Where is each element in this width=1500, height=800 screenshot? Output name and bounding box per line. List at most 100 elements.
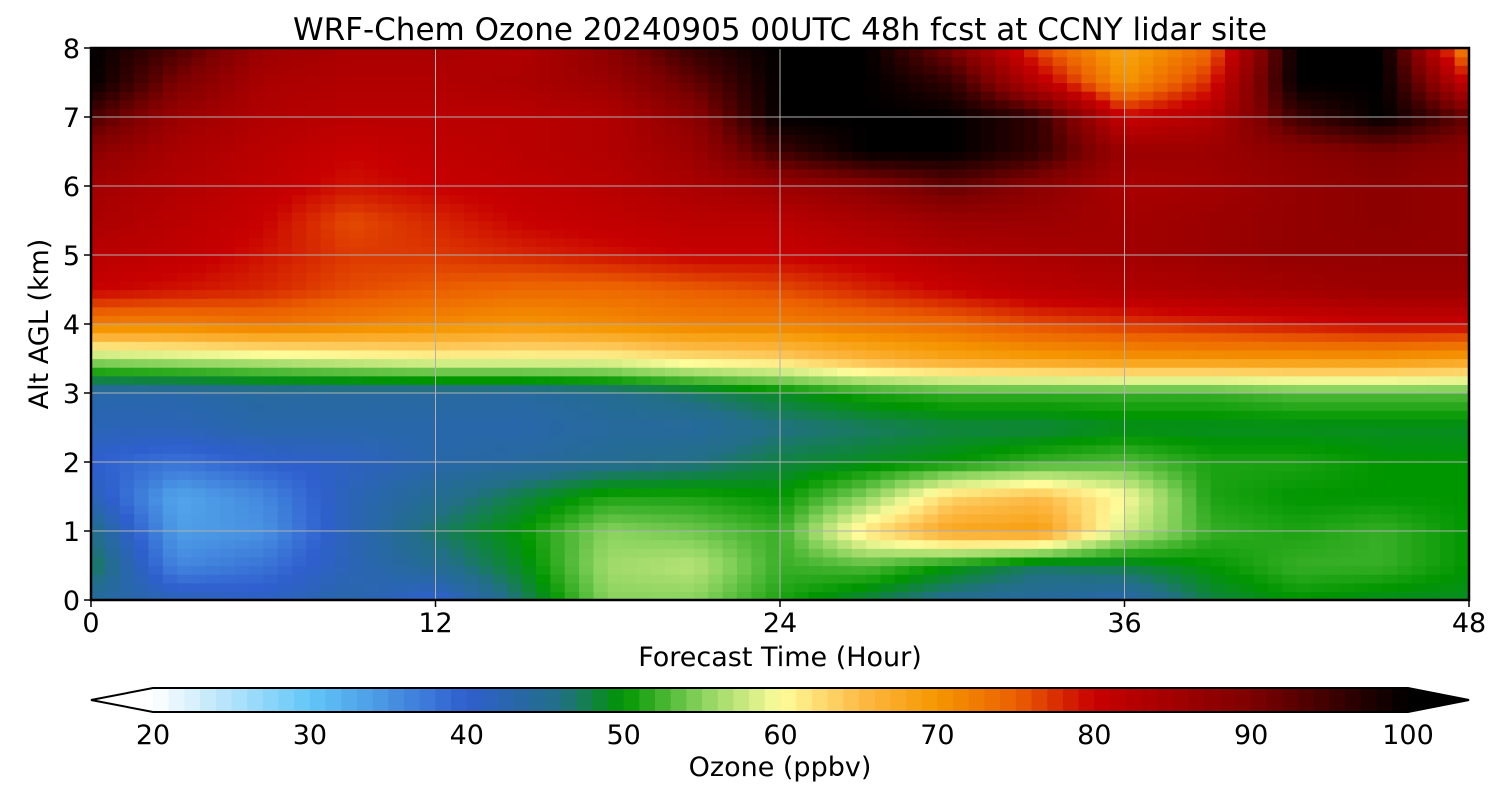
heatmap-cell	[966, 427, 982, 437]
heatmap-cell	[392, 591, 408, 600]
heatmap-cell	[291, 367, 307, 377]
heatmap-cell	[535, 289, 551, 299]
heatmap-cell	[162, 462, 178, 472]
heatmap-cell	[1138, 186, 1154, 196]
heatmap-cell	[722, 462, 738, 472]
heatmap-cell	[636, 203, 652, 213]
heatmap-cell	[119, 160, 135, 170]
heatmap-cell	[335, 246, 350, 256]
heatmap-cell	[464, 211, 480, 222]
heatmap-cell	[1425, 462, 1441, 472]
heatmap-cell	[708, 237, 724, 247]
heatmap-cell	[794, 263, 810, 273]
heatmap-cell	[449, 401, 465, 411]
heatmap-cell	[134, 349, 150, 360]
heatmap-cell	[191, 280, 207, 291]
heatmap-cell	[1382, 479, 1398, 489]
heatmap-cell	[550, 186, 566, 196]
heatmap-cell	[1397, 539, 1413, 549]
heatmap-cell	[1239, 393, 1255, 403]
heatmap-cell	[880, 591, 896, 600]
heatmap-cell	[177, 496, 193, 506]
heatmap-cell	[866, 220, 882, 230]
heatmap-cell	[220, 349, 236, 360]
heatmap-cell	[1325, 229, 1341, 239]
heatmap-cell	[1095, 332, 1111, 342]
heatmap-cell	[923, 203, 939, 213]
heatmap-cell	[880, 522, 896, 532]
heatmap-cell	[406, 479, 422, 489]
heatmap-cell	[1454, 453, 1469, 463]
heatmap-cell	[1167, 177, 1183, 187]
heatmap-cell	[378, 462, 394, 472]
heatmap-cell	[205, 436, 221, 446]
heatmap-cell	[923, 367, 939, 377]
heatmap-cell	[263, 427, 279, 437]
heatmap-cell	[1210, 289, 1226, 299]
heatmap-cell	[1411, 298, 1427, 308]
heatmap-cell	[1196, 341, 1212, 351]
heatmap-cell	[1425, 168, 1441, 178]
heatmap-cell	[966, 220, 982, 230]
heatmap-cell	[105, 548, 121, 558]
heatmap-cell	[650, 462, 666, 472]
heatmap-cell	[851, 496, 867, 506]
heatmap-cell	[1440, 306, 1456, 316]
heatmap-cell	[1325, 349, 1341, 360]
heatmap-cell	[923, 470, 939, 480]
heatmap-cell	[535, 229, 551, 239]
heatmap-cell	[134, 565, 150, 575]
heatmap-cell	[1024, 332, 1039, 342]
heatmap-cell	[263, 349, 279, 360]
heatmap-cell	[636, 315, 652, 325]
heatmap-cell	[837, 237, 853, 247]
heatmap-cell	[765, 479, 781, 489]
heatmap-cell	[406, 186, 422, 196]
heatmap-cell	[1081, 401, 1097, 411]
heatmap-cell	[1253, 367, 1269, 377]
heatmap-cell	[894, 315, 910, 325]
heatmap-cell	[1425, 556, 1441, 567]
heatmap-cell	[780, 556, 795, 567]
heatmap-cell	[1253, 375, 1269, 385]
heatmap-cell	[406, 263, 422, 273]
heatmap-cell	[349, 237, 365, 247]
heatmap-cell	[478, 341, 494, 351]
heatmap-cell	[1153, 151, 1169, 161]
heatmap-cell	[780, 367, 795, 377]
heatmap-cell	[1268, 358, 1283, 368]
heatmap-cell	[521, 237, 537, 247]
heatmap-cell	[751, 548, 767, 558]
heatmap-cell	[1052, 229, 1068, 239]
heatmap-cell	[1095, 272, 1111, 282]
heatmap-cell	[665, 186, 681, 196]
heatmap-cell	[980, 203, 996, 213]
heatmap-cell	[421, 280, 437, 291]
heatmap-cell	[837, 358, 853, 368]
heatmap-cell	[1210, 324, 1226, 334]
heatmap-cell	[105, 496, 121, 506]
heatmap-cell	[492, 556, 508, 567]
heatmap-cell	[205, 418, 221, 429]
heatmap-cell	[1268, 531, 1283, 541]
heatmap-cell	[205, 211, 221, 222]
heatmap-cell	[1095, 582, 1111, 592]
heatmap-cell	[1196, 556, 1212, 567]
heatmap-cell	[1440, 160, 1456, 170]
heatmap-cell	[1009, 168, 1025, 178]
heatmap-cell	[550, 453, 566, 463]
heatmap-cell	[1067, 151, 1083, 161]
heatmap-cell	[1296, 280, 1312, 291]
heatmap-cell	[1124, 186, 1140, 196]
heatmap-cell	[579, 418, 594, 429]
heatmap-cell	[148, 539, 164, 549]
heatmap-cell	[1311, 591, 1327, 600]
heatmap-cell	[1196, 160, 1212, 170]
heatmap-cell	[105, 453, 121, 463]
heatmap-cell	[449, 298, 465, 308]
heatmap-cell	[665, 194, 681, 204]
heatmap-cell	[1081, 522, 1097, 532]
heatmap-cell	[607, 246, 623, 256]
heatmap-cell	[923, 384, 939, 394]
heatmap-cell	[1052, 479, 1068, 489]
